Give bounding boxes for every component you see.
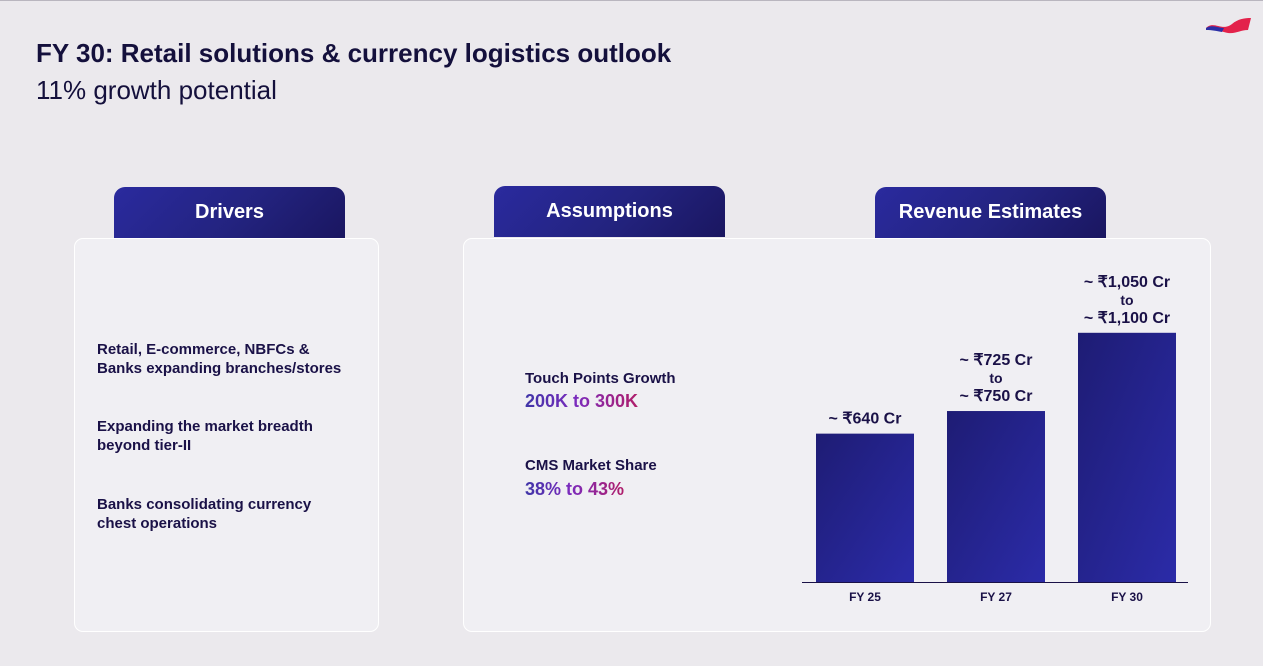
data-label: ~ ₹1,050 Cr bbox=[1084, 274, 1170, 291]
x-tick-label: FY 27 bbox=[980, 590, 1012, 604]
tab-revenue-estimates: Revenue Estimates bbox=[875, 187, 1106, 238]
data-label: ~ ₹1,100 Cr bbox=[1084, 310, 1170, 327]
page-subtitle: 11% growth potential bbox=[36, 75, 277, 105]
assumptions-tab-label: Assumptions bbox=[546, 200, 673, 222]
driver-text: beyond tier-II bbox=[97, 437, 192, 454]
bar-fy-27 bbox=[947, 411, 1045, 582]
driver-text: Expanding the market breadth bbox=[97, 418, 313, 435]
revenue-tab-label: Revenue Estimates bbox=[898, 201, 1083, 223]
page-title: FY 30: Retail solutions & currency logis… bbox=[36, 38, 672, 68]
bar-fy-25 bbox=[816, 433, 914, 582]
drivers-panel bbox=[74, 238, 379, 632]
drivers-tab-label: Drivers bbox=[195, 201, 264, 223]
wave-logo-icon bbox=[1206, 18, 1251, 34]
x-tick-label: FY 25 bbox=[849, 590, 881, 604]
driver-text: Banks consolidating currency bbox=[97, 496, 312, 513]
tab-assumptions: Assumptions bbox=[494, 186, 725, 237]
data-label: ~ ₹750 Cr bbox=[960, 388, 1033, 405]
driver-item: Banks consolidating currency chest opera… bbox=[97, 495, 377, 533]
driver-text: Banks expanding branches/stores bbox=[97, 360, 342, 377]
data-label: ~ ₹640 Cr bbox=[829, 411, 902, 428]
data-label: ~ ₹725 Cr bbox=[960, 352, 1033, 369]
bar-fy-30 bbox=[1078, 332, 1176, 582]
top-divider bbox=[0, 0, 1263, 1]
driver-item: Expanding the market breadth beyond tier… bbox=[97, 417, 377, 455]
driver-item: Retail, E-commerce, NBFCs & Banks expand… bbox=[97, 340, 377, 378]
assumption-value: 200K to 300K bbox=[525, 391, 639, 411]
assumption-label: Touch Points Growth bbox=[525, 370, 676, 387]
tab-drivers: Drivers bbox=[114, 187, 345, 238]
assumption-label: CMS Market Share bbox=[525, 457, 657, 474]
assumption-value: 38% to 43% bbox=[525, 479, 625, 499]
data-label: to bbox=[989, 370, 1002, 386]
driver-text: chest operations bbox=[97, 515, 218, 532]
data-label: to bbox=[1120, 292, 1133, 308]
driver-text: Retail, E-commerce, NBFCs & bbox=[97, 341, 310, 358]
x-tick-label: FY 30 bbox=[1111, 590, 1143, 604]
